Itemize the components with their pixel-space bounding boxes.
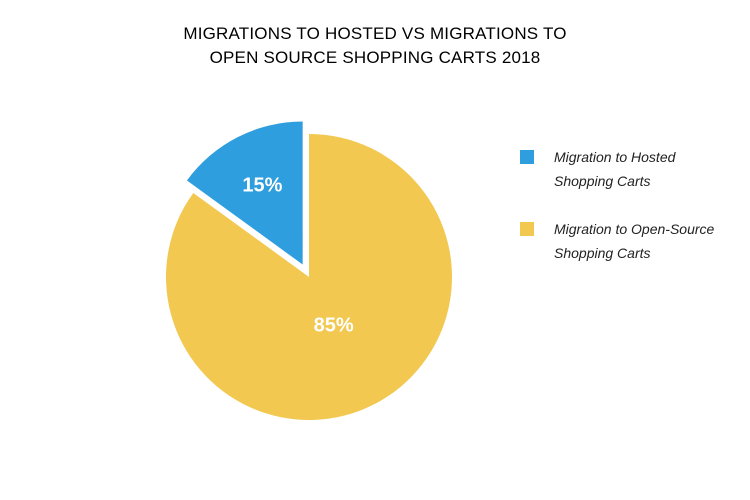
legend-label-open-source-line-1: Migration to Open-Source bbox=[554, 221, 715, 237]
slice-label-open-source: 85% bbox=[314, 314, 354, 336]
legend-swatch-open-source bbox=[520, 222, 534, 236]
legend-label-open-source-line-2: Shopping Carts bbox=[554, 245, 651, 261]
pie-slice-hosted bbox=[186, 121, 303, 265]
legend-item-hosted: Migration to Hosted Shopping Carts bbox=[520, 145, 740, 193]
chart-title-line-2: OPEN SOURCE SHOPPING CARTS 2018 bbox=[209, 48, 541, 67]
legend-label-hosted-line-2: Shopping Carts bbox=[554, 173, 651, 189]
slice-label-hosted: 15% bbox=[242, 175, 282, 197]
legend-label-hosted-line-1: Migration to Hosted bbox=[554, 149, 676, 165]
chart-title-line-1: MIGRATIONS TO HOSTED VS MIGRATIONS TO bbox=[183, 24, 567, 43]
legend-item-open-source: Migration to Open-Source Shopping Carts bbox=[520, 217, 740, 265]
chart-legend: Migration to Hosted Shopping Carts Migra… bbox=[520, 145, 740, 289]
chart-title: MIGRATIONS TO HOSTED VS MIGRATIONS TO OP… bbox=[0, 22, 750, 70]
legend-swatch-hosted bbox=[520, 150, 534, 164]
pie-slice-open-source bbox=[166, 134, 453, 420]
